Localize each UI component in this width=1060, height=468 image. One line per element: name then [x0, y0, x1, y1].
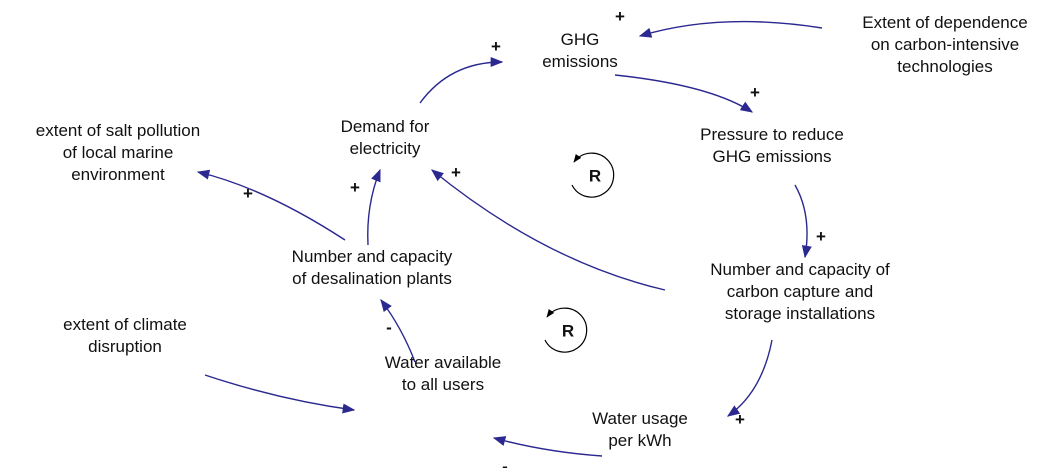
- edge: [204, 374, 356, 414]
- node-label: Extent of dependence: [862, 13, 1027, 32]
- polarity: +: [491, 37, 501, 56]
- node-label: Number and capacity of: [710, 260, 890, 279]
- polarity: +: [451, 163, 461, 182]
- edges: [196, 20, 823, 457]
- edge: [614, 74, 754, 113]
- node-label: Water available: [385, 353, 502, 372]
- node-label: to all users: [402, 375, 484, 394]
- node: extent of salt pollution of local marine e…: [36, 121, 200, 184]
- loop-symbols: [544, 152, 615, 353]
- edge: [196, 169, 346, 241]
- node-label: on carbon-intensive: [871, 35, 1019, 54]
- edge: [638, 20, 823, 38]
- edge: [726, 339, 773, 417]
- node-label: per kWh: [608, 431, 671, 450]
- polarity: +: [750, 83, 760, 102]
- edge: [431, 169, 666, 291]
- polarity: -: [386, 318, 392, 337]
- polarity: +: [735, 410, 745, 429]
- edge: [367, 168, 381, 246]
- node-label: Pressure to reduce: [700, 125, 844, 144]
- node: Pressure to reduce GHG emissions: [700, 125, 844, 166]
- node-label: Number and capacity: [292, 247, 453, 266]
- node-label: GHG: [561, 30, 600, 49]
- node-label: extent of salt pollution: [36, 121, 200, 140]
- node-label: of local marine: [63, 143, 174, 162]
- node-label: electricity: [350, 139, 421, 158]
- node-label: disruption: [88, 337, 162, 356]
- node-label: emissions: [542, 52, 618, 71]
- node: Water usage per kWh: [592, 409, 688, 450]
- node: Water available to all users: [385, 353, 502, 394]
- loop-label: R: [589, 166, 601, 185]
- node-label: technologies: [897, 57, 992, 76]
- polarity: +: [350, 178, 360, 197]
- polarity: +: [615, 7, 625, 26]
- polarity: +: [243, 184, 253, 203]
- loop-arrow: [571, 152, 615, 198]
- node: Extent of dependence on carbon-intensive t…: [862, 13, 1027, 76]
- node-label: of desalination plants: [292, 269, 452, 288]
- polarity: -: [502, 457, 508, 468]
- loop-label: R: [562, 321, 574, 340]
- node: GHG emissions: [542, 30, 618, 71]
- node-label: Demand for: [341, 117, 430, 136]
- node: Number and capacity of desalination plant…: [292, 247, 453, 288]
- edge: [492, 436, 603, 457]
- edge: [794, 184, 812, 259]
- edge: [419, 56, 504, 104]
- node: Demand for electricity: [341, 117, 430, 158]
- node-label: carbon capture and: [727, 282, 874, 301]
- node-label: GHG emissions: [712, 147, 831, 166]
- node-label: extent of climate: [63, 315, 187, 334]
- node-label: environment: [71, 165, 165, 184]
- node-label: storage installations: [725, 304, 875, 323]
- loop-arrow: [544, 307, 588, 353]
- node: Number and capacity of carbon capture and…: [710, 260, 890, 323]
- edge: [380, 298, 416, 363]
- node-label: Water usage: [592, 409, 688, 428]
- polarity: +: [816, 227, 826, 246]
- node: extent of climate disruption: [63, 315, 187, 356]
